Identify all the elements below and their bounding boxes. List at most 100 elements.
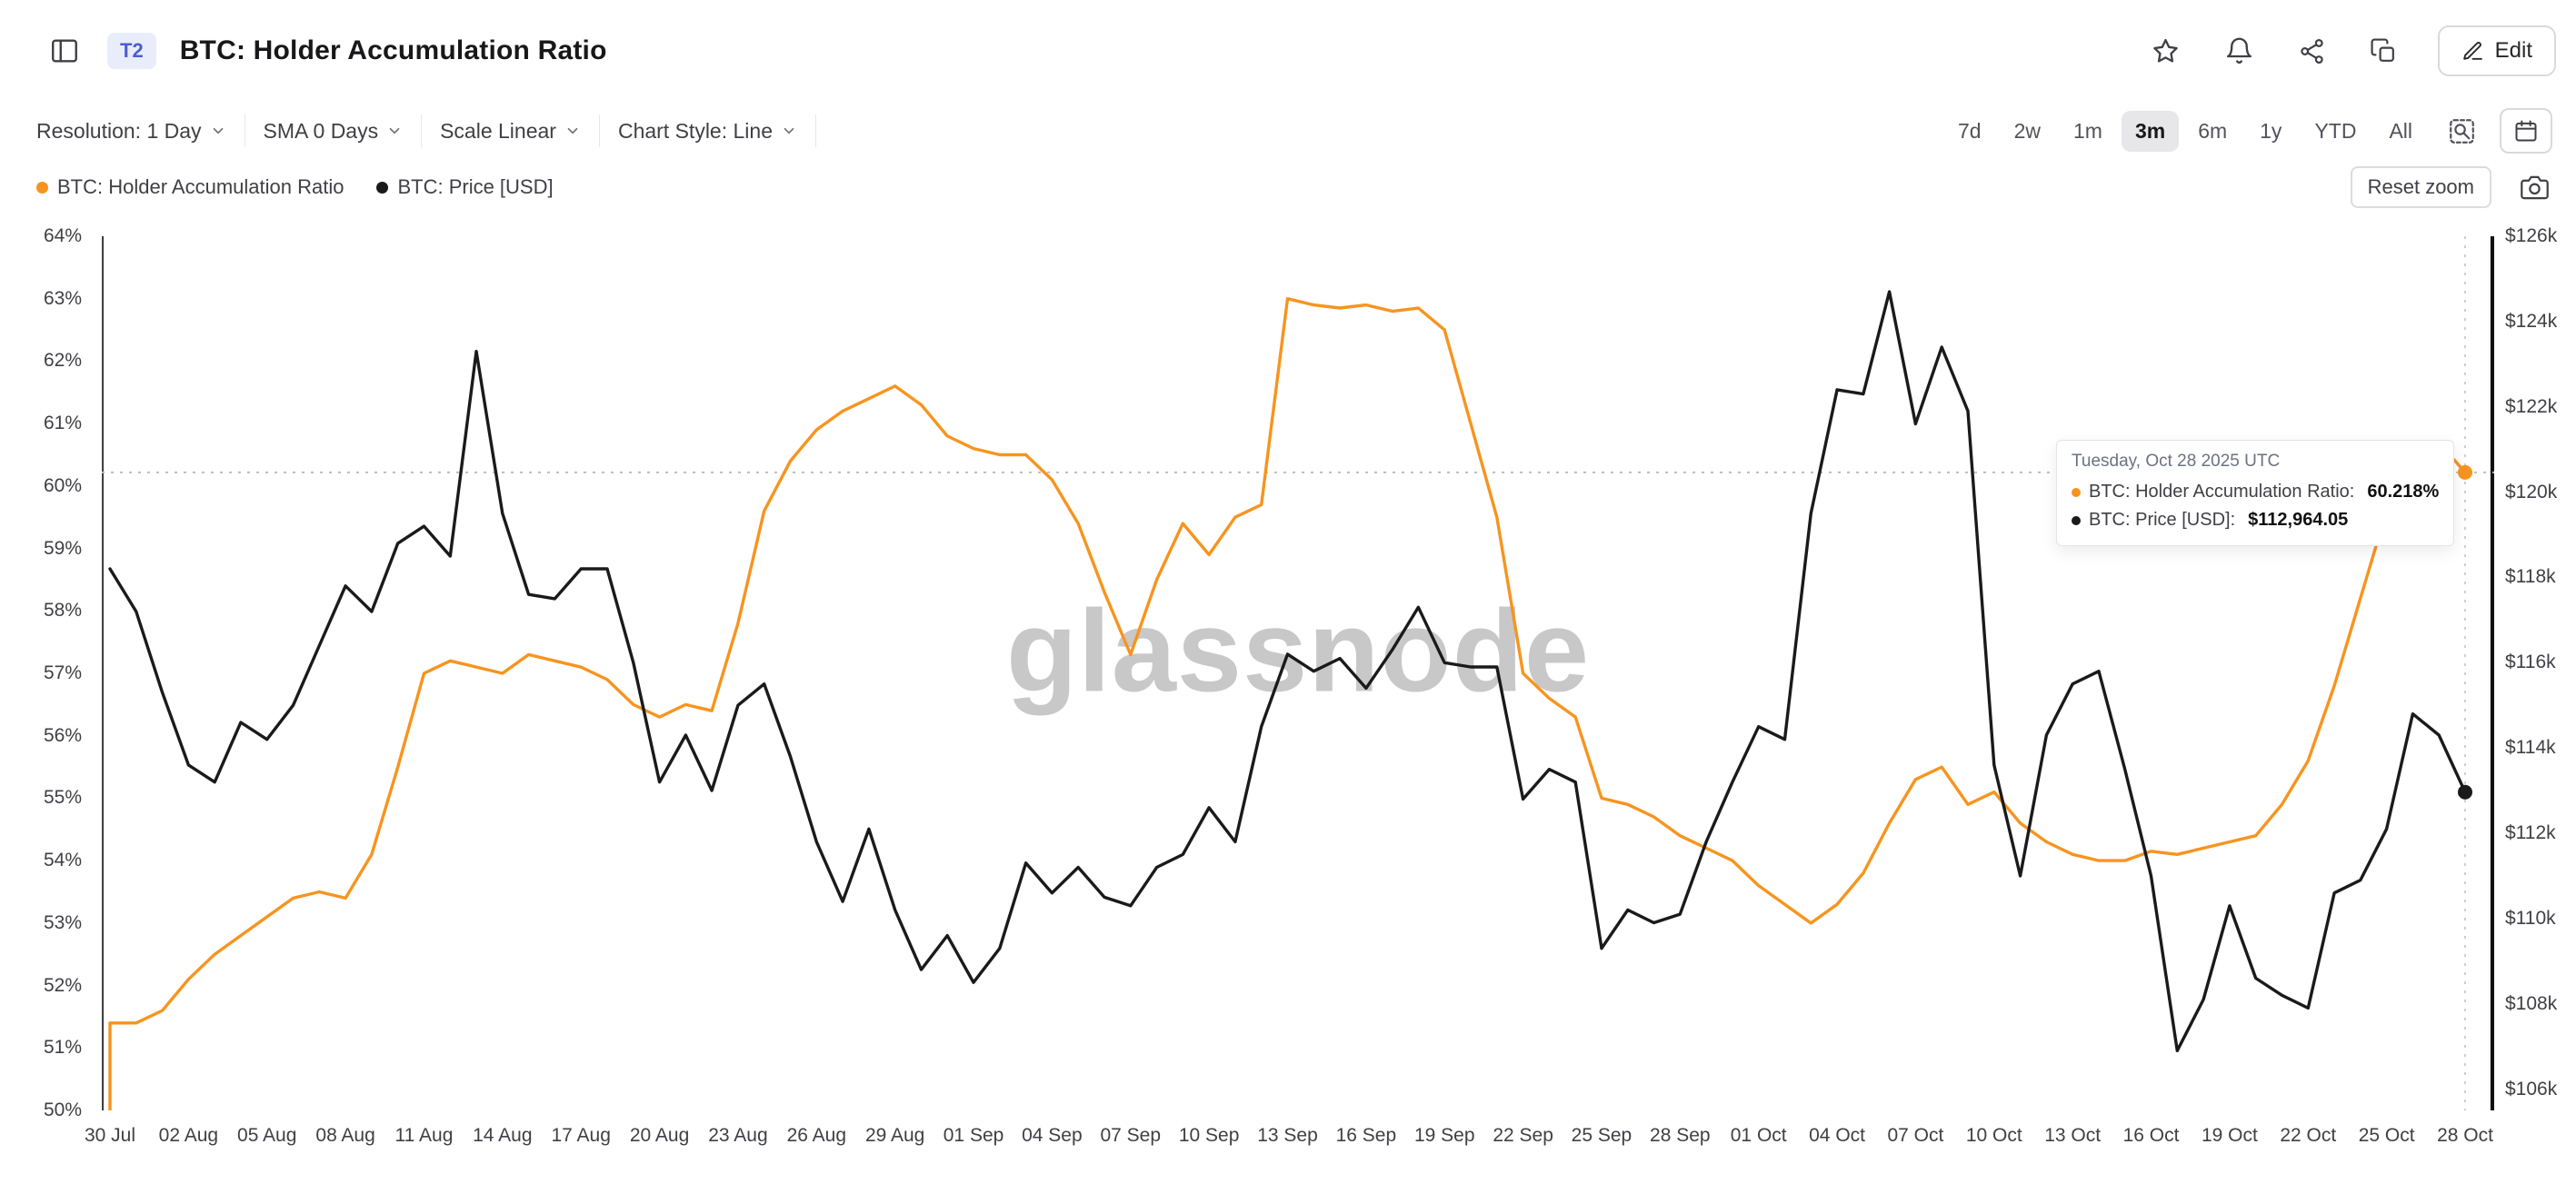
x-axis-tick-label: 20 Aug [629, 1125, 690, 1146]
y-right-tick-label: $112k [2505, 821, 2556, 843]
tooltip-series-label: BTC: Holder Accumulation Ratio: [2089, 482, 2355, 502]
pencil-icon [2462, 41, 2482, 60]
legend-row: BTC: Holder Accumulation Ratio BTC: Price… [0, 160, 2576, 214]
range-1y-button[interactable]: 1y [2246, 111, 2295, 152]
edit-button[interactable]: Edit [2437, 25, 2556, 76]
screenshot-button[interactable] [2517, 170, 2552, 205]
header-left: T2 BTC: Holder Accumulation Ratio [45, 32, 607, 70]
y-left-tick-label: 55% [43, 787, 82, 809]
y-left-tick-label: 53% [43, 911, 82, 933]
alerts-button[interactable] [2221, 33, 2258, 70]
range-2w-button[interactable]: 2w [2001, 111, 2054, 152]
tooltip-series-dot [2072, 487, 2081, 497]
chart-toolbar: Resolution: 1 Day SMA 0 Days Scale Linear C… [0, 102, 2576, 160]
sma-dropdown[interactable]: SMA 0 Days [245, 114, 423, 147]
duplicate-button[interactable] [2366, 34, 2401, 69]
tooltip-series-dot [2072, 515, 2081, 525]
x-axis-tick-label: 04 Oct [1809, 1125, 1865, 1146]
x-axis-tick-label: 22 Sep [1493, 1125, 1553, 1146]
y-left-tick-label: 50% [43, 1099, 82, 1120]
x-axis: 30 Jul 02 Aug 05 Aug 08 Aug 11 Aug 14 Aug 17 A… [85, 1125, 2494, 1161]
y-left-tick-label: 60% [43, 474, 82, 496]
x-axis-tick-label: 29 Aug [864, 1125, 925, 1146]
range-6m-button[interactable]: 6m [2184, 111, 2241, 152]
legend-item[interactable]: BTC: Price [USD] [376, 175, 554, 199]
calendar-button[interactable] [2500, 108, 2552, 154]
range-3m-button[interactable]: 3m [2121, 110, 2180, 152]
x-axis-tick-label: 30 Jul [84, 1125, 136, 1146]
series-line-0 [108, 297, 2467, 1110]
x-axis-tick-label: 13 Oct [2044, 1125, 2102, 1146]
x-axis-tick-label: 07 Oct [1887, 1125, 1944, 1146]
x-axis-tick-label: 25 Oct [2358, 1125, 2415, 1146]
y-left-tick-label: 63% [43, 287, 82, 309]
chevron-down-icon [784, 127, 794, 134]
y-left-tick-label: 57% [43, 662, 82, 683]
share-button[interactable] [2294, 34, 2330, 69]
x-axis-tick-label: 26 Aug [786, 1125, 846, 1146]
range-ytd-button[interactable]: YTD [2301, 111, 2370, 152]
x-axis-tick-label: 19 Oct [2201, 1125, 2258, 1146]
x-axis-tick-label: 02 Aug [158, 1125, 219, 1146]
sidebar-toggle-button[interactable] [45, 32, 84, 70]
chevron-down-icon [389, 127, 400, 134]
x-axis-tick-label: 17 Aug [551, 1125, 611, 1146]
camera-icon [2521, 175, 2549, 199]
x-axis-tick-label: 25 Sep [1571, 1125, 1632, 1146]
zoom-area-button[interactable] [2441, 110, 2483, 153]
legend-right: Reset zoom [2350, 166, 2552, 208]
legend-color-dot [376, 181, 389, 194]
tier-badge: T2 [107, 33, 156, 69]
reset-zoom-button[interactable]: Reset zoom [2350, 166, 2491, 208]
resolution-dropdown[interactable]: Resolution: 1 Day [36, 114, 245, 147]
x-axis-tick-label: 10 Sep [1178, 1125, 1240, 1146]
x-axis-tick-label: 28 Oct [2437, 1125, 2493, 1146]
x-axis-tick-label: 10 Oct [1965, 1125, 2022, 1146]
zoom-area-icon [2450, 118, 2474, 144]
star-icon [2152, 38, 2178, 63]
x-axis-tick-label: 07 Sep [1100, 1125, 1162, 1146]
y-left-tick-label: 61% [43, 413, 82, 434]
range-all-button[interactable]: All [2375, 111, 2426, 152]
y-right-tick-label: $108k [2505, 992, 2558, 1014]
x-axis-tick-label: 08 Aug [315, 1125, 375, 1146]
page-title: BTC: Holder Accumulation Ratio [179, 35, 607, 65]
tooltip-series-label: BTC: Price [USD]: [2089, 510, 2236, 530]
tooltip-rows: BTC: Holder Accumulation Ratio: 60.218% BT… [2072, 478, 2439, 534]
y-right-tick-label: $120k [2505, 481, 2558, 502]
watermark: glassnode [1005, 586, 1591, 717]
time-range-buttons: 7d 2w 1m 3m 6m 1y YTD All [1944, 110, 2426, 152]
y-right-tick-label: $122k [2505, 395, 2558, 417]
y-right-tick-label: $126k [2505, 225, 2558, 246]
x-axis-tick-label: 28 Sep [1650, 1125, 1711, 1146]
y-right-tick-label: $110k [2505, 907, 2556, 929]
legend-item[interactable]: BTC: Holder Accumulation Ratio [36, 175, 344, 199]
dropdown-label: Resolution: 1 Day [36, 118, 202, 143]
header: T2 BTC: Holder Accumulation Ratio Edit [0, 0, 2576, 102]
chart-legend: BTC: Holder Accumulation Ratio BTC: Price… [36, 175, 554, 199]
price-har-line-chart[interactable] [102, 236, 2494, 1110]
x-axis-tick-label: 22 Oct [2280, 1125, 2337, 1146]
series-line-1 [108, 290, 2467, 1052]
y-left-tick-label: 64% [43, 225, 82, 246]
x-axis-tick-label: 16 Sep [1335, 1125, 1397, 1146]
bell-icon [2226, 37, 2252, 64]
toolbar-right: 7d 2w 1m 3m 6m 1y YTD All [1944, 108, 2552, 154]
x-axis-tick-label: 01 Oct [1730, 1125, 1787, 1146]
tooltip-series-value: $112,964.05 [2248, 510, 2349, 530]
range-1m-button[interactable]: 1m [2060, 111, 2116, 152]
y-right-tick-label: $118k [2505, 566, 2556, 588]
x-axis-tick-label: 23 Aug [708, 1125, 768, 1146]
scale-dropdown[interactable]: Scale Linear [422, 114, 600, 147]
favorite-button[interactable] [2147, 33, 2184, 70]
edit-button-label: Edit [2494, 38, 2532, 63]
range-7d-button[interactable]: 7d [1944, 111, 1995, 152]
share-icon [2300, 38, 2323, 64]
chart-style-dropdown[interactable]: Chart Style: Line [600, 114, 816, 147]
y-left-tick-label: 59% [43, 537, 82, 559]
x-axis-tick-label: 13 Sep [1257, 1125, 1318, 1146]
series-last-point-0 [2458, 464, 2472, 480]
y-right-tick-label: $116k [2505, 652, 2556, 673]
chevron-down-icon [213, 127, 223, 134]
dropdown-label: Chart Style: Line [617, 118, 773, 143]
